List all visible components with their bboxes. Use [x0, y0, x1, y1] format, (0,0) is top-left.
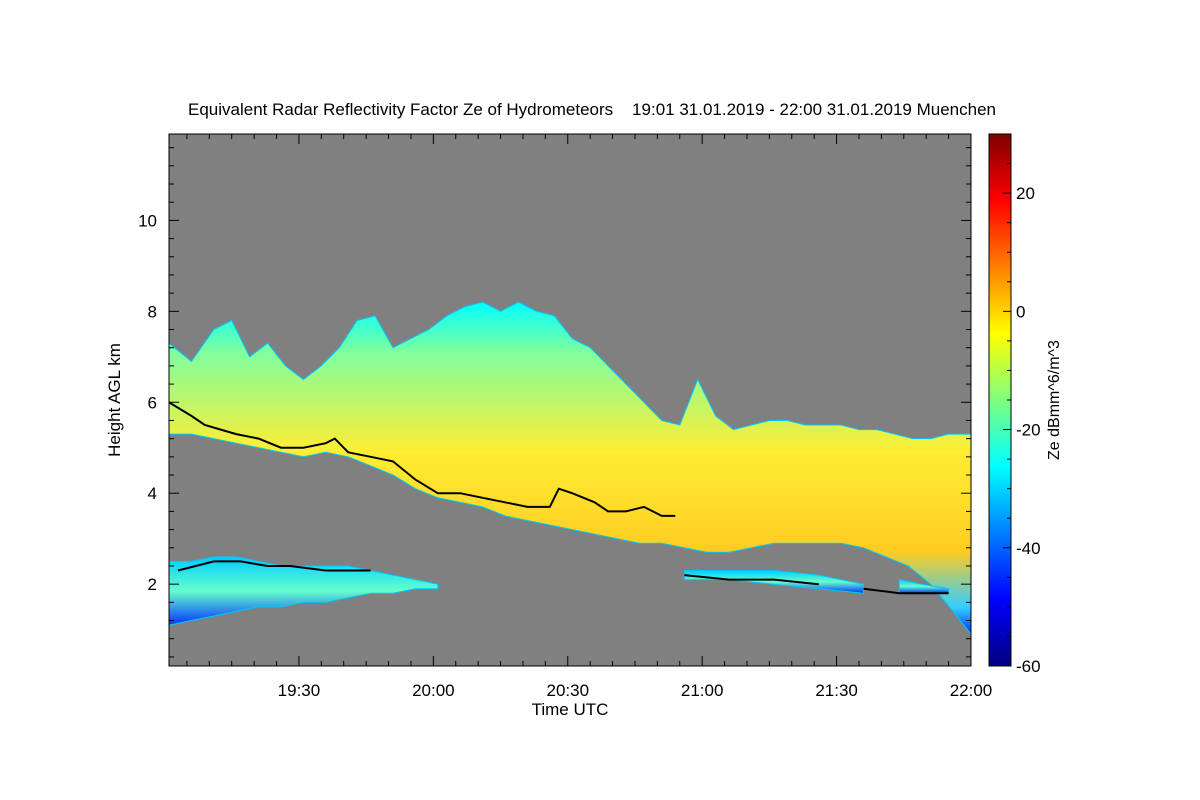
colorbar-tick-label: 20: [1016, 184, 1035, 203]
x-tick-label: 22:00: [950, 681, 993, 700]
plot-frame: [168, 133, 972, 667]
echo-layer-low-mid: [683, 570, 864, 594]
cloud-base-line-low-right: [863, 587, 949, 595]
colorbar-tick-label: -20: [1016, 421, 1041, 440]
y-axis-label: Height AGL km: [105, 343, 124, 457]
y-tick-label: 8: [148, 302, 157, 321]
x-tick-label: 19:30: [278, 681, 321, 700]
y-tick-label: 6: [148, 393, 157, 412]
cloud-base-line-upper: [169, 401, 676, 517]
echo-layer-upper: [169, 301, 971, 636]
y-axis: 2 4 6 8 10: [138, 147, 971, 658]
y-tick-label: 4: [148, 484, 157, 503]
colorbar-tick-label: -40: [1016, 539, 1041, 558]
x-tick-label: 21:00: [681, 681, 724, 700]
x-tick-label: 20:30: [546, 681, 589, 700]
y-tick-label: 10: [138, 211, 157, 230]
x-tick-label: 20:00: [412, 681, 455, 700]
echo-layer-low-left: [169, 556, 439, 626]
x-tick-label: 21:30: [815, 681, 858, 700]
cloud-base-lines: [169, 401, 949, 595]
cloud-base-line-low-left: [177, 560, 371, 572]
colorbar-tick-label: 0: [1016, 302, 1025, 321]
x-axis: 19:30 20:00 20:30 21:00 21:30 22:00: [186, 134, 993, 700]
colorbar-axis: -60 -40 -20 0 20: [1003, 133, 1041, 676]
colorbar-tick-label: -60: [1016, 657, 1041, 676]
y-tick-label: 2: [148, 575, 157, 594]
colorbar-label: Ze dBmm^6/m^3: [1046, 340, 1063, 460]
x-axis-label: Time UTC: [532, 700, 609, 719]
cloud-base-line-low-mid: [684, 574, 819, 586]
chart-title: Equivalent Radar Reflectivity Factor Ze …: [188, 100, 996, 119]
